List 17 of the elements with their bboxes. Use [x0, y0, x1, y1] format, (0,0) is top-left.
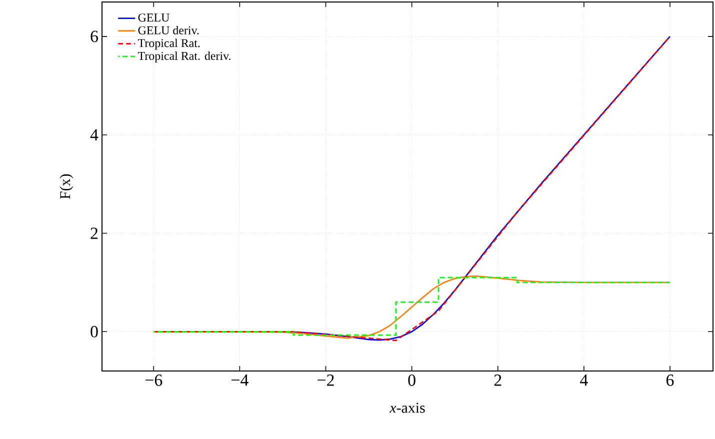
- x-tick-label: −6: [145, 374, 162, 386]
- legend-label: GELU deriv.: [138, 26, 199, 34]
- legend-label: GELU: [138, 14, 170, 22]
- x-tick-label: 6: [666, 374, 674, 386]
- y-tick-label: 2: [90, 228, 98, 239]
- legend-label: Tropical Rat.: [138, 38, 200, 50]
- y-axis-title: F(x): [60, 174, 74, 199]
- x-tick-label: 4: [580, 374, 588, 386]
- legend-label: Tropical Rat. deriv.: [138, 52, 230, 62]
- x-tick-label: −2: [318, 374, 334, 386]
- x-tick-label: 0: [408, 374, 416, 386]
- y-tick-label: 4: [90, 129, 98, 140]
- x-axis-title: x-axis: [389, 402, 425, 413]
- y-tick-label: 0: [90, 326, 98, 338]
- y-tick-label: 6: [90, 30, 98, 42]
- x-tick-label: 2: [494, 374, 502, 386]
- x-tick-label: −4: [232, 374, 248, 386]
